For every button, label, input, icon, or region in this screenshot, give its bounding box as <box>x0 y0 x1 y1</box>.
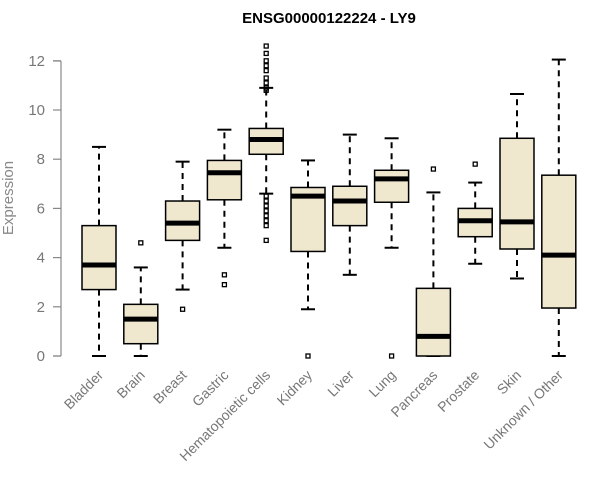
y-axis-title: Expression <box>0 161 17 235</box>
x-tick-label: Unknown / Other <box>480 367 566 453</box>
iqr-box <box>123 303 159 345</box>
outlier-point <box>263 218 269 224</box>
box-gastric <box>206 128 243 288</box>
outlier-point <box>263 193 269 199</box>
iqr-box <box>206 159 243 201</box>
outlier-point <box>263 87 269 93</box>
outlier-point <box>263 50 269 57</box>
outlier-point <box>263 67 269 74</box>
outlier-point <box>263 208 269 214</box>
x-tick-label: Skin <box>494 367 525 398</box>
outlier-point <box>263 80 269 86</box>
iqr-box <box>415 287 452 357</box>
outlier-point <box>263 237 269 244</box>
outlier-point <box>263 58 269 64</box>
box-bladder <box>81 145 117 357</box>
outlier-point <box>263 198 269 204</box>
x-tick-label: Lung <box>365 367 398 400</box>
box-skin <box>499 93 535 280</box>
y-axis-ticks: 0 2 4 6 8 10 12 <box>28 53 61 365</box>
box-series <box>81 43 577 359</box>
outlier-point <box>263 222 269 229</box>
iqr-box <box>541 174 577 309</box>
x-tick-label: Kidney <box>274 367 316 409</box>
box-pancreas <box>415 166 452 357</box>
outlier-point <box>472 161 478 167</box>
iqr-box <box>81 224 117 291</box>
outlier-point <box>430 166 437 172</box>
box-liver <box>332 133 368 276</box>
y-tick-label: 12 <box>28 53 45 70</box>
outlier-point <box>263 213 269 219</box>
x-tick-label: Liver <box>324 367 357 400</box>
y-tick-label: 10 <box>28 102 45 119</box>
outlier-point <box>263 63 269 69</box>
x-tick-label: Brain <box>113 367 147 401</box>
y-tick-label: 8 <box>37 151 45 168</box>
x-tick-label: Prostate <box>434 367 482 415</box>
box-unknown-other <box>541 58 577 357</box>
chart-title: ENSG00000122224 - LY9 <box>242 10 416 27</box>
outlier-point <box>305 353 311 359</box>
y-tick-label: 4 <box>37 250 45 267</box>
outlier-point <box>263 203 269 209</box>
y-tick-label: 6 <box>37 200 45 217</box>
box-hematopoietic-cells <box>248 43 284 244</box>
y-tick-label: 2 <box>37 299 45 316</box>
outlier-point <box>263 43 269 49</box>
iqr-box <box>332 185 368 227</box>
outlier-point <box>221 272 228 278</box>
outlier-point <box>138 240 144 246</box>
iqr-box <box>373 169 410 204</box>
box-breast <box>164 160 201 312</box>
box-lung <box>373 137 410 359</box>
box-kidney <box>290 159 326 359</box>
box-prostate <box>457 161 493 265</box>
x-tick-label: Bladder <box>61 367 107 413</box>
box-brain <box>123 240 159 357</box>
x-tick-label: Breast <box>150 367 190 407</box>
outlier-point <box>263 75 269 81</box>
outlier-point <box>388 353 395 359</box>
outlier-point <box>221 282 228 288</box>
iqr-box <box>499 137 535 250</box>
outlier-point <box>179 306 186 312</box>
y-tick-label: 0 <box>37 348 45 365</box>
